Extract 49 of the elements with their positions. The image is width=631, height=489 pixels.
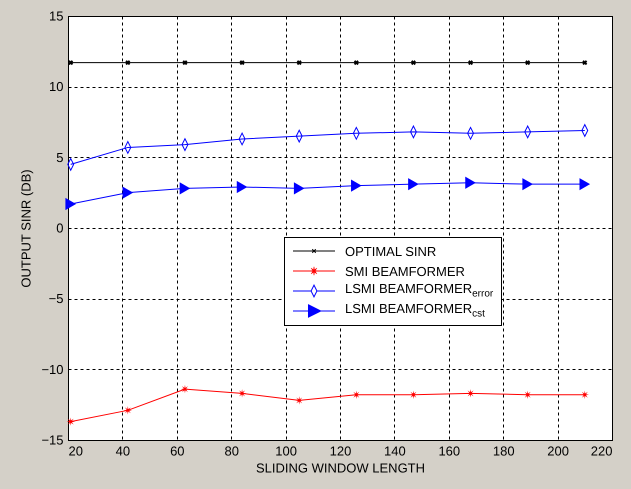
point xyxy=(351,179,362,192)
point xyxy=(354,60,359,66)
point xyxy=(410,60,416,66)
point xyxy=(468,60,474,66)
point xyxy=(182,60,188,66)
point xyxy=(525,60,530,66)
point xyxy=(580,390,589,399)
y-tick-label: −5 xyxy=(48,291,64,306)
x-axis-title: SLIDING WINDOW LENGTH xyxy=(256,460,426,476)
point xyxy=(240,60,245,66)
point xyxy=(180,182,190,195)
point xyxy=(579,178,590,190)
point xyxy=(295,396,304,405)
point xyxy=(294,182,305,195)
x-tick-label: 40 xyxy=(116,444,130,458)
x-tick-label: 140 xyxy=(384,444,406,458)
legend-label: OPTIMAL SINR xyxy=(345,244,436,258)
y-tick-label: 15 xyxy=(49,8,64,24)
y-tick-label: −15 xyxy=(41,432,64,448)
legend-label: LSMI BEAMFORMER$_{error}$ xyxy=(345,281,494,300)
point xyxy=(65,198,76,210)
x-tick-label: 200 xyxy=(547,444,569,458)
point xyxy=(180,384,190,394)
y-tick-label: −10 xyxy=(41,362,64,377)
y-tick-label: 10 xyxy=(49,79,64,94)
x-tick-label: 220 xyxy=(590,444,612,458)
point xyxy=(465,176,476,189)
x-tick-label: 180 xyxy=(492,444,515,458)
point xyxy=(236,180,248,194)
point xyxy=(582,60,588,66)
point xyxy=(408,178,419,190)
x-tick-label: 60 xyxy=(170,444,185,458)
y-tick-label: 5 xyxy=(56,150,64,165)
y-axis-title: OUTPUT SINR (DB) xyxy=(18,169,34,288)
point xyxy=(296,60,302,66)
y-tick-label: 0 xyxy=(56,220,64,236)
x-tick-label: 160 xyxy=(438,444,460,458)
x-tick-label: 100 xyxy=(275,444,297,458)
point xyxy=(124,406,132,415)
x-tick-label: 80 xyxy=(224,444,239,458)
x-tick-label: 120 xyxy=(330,444,352,458)
legend-label: SMI BEAMFORMER xyxy=(345,264,465,278)
x-tick-label: 20 xyxy=(68,444,83,458)
point xyxy=(66,417,75,426)
point xyxy=(238,389,246,398)
point xyxy=(125,60,130,66)
legend-label: LSMI BEAMFORMER$_{cst}$ xyxy=(345,301,485,320)
point xyxy=(522,178,533,190)
point xyxy=(122,186,134,199)
